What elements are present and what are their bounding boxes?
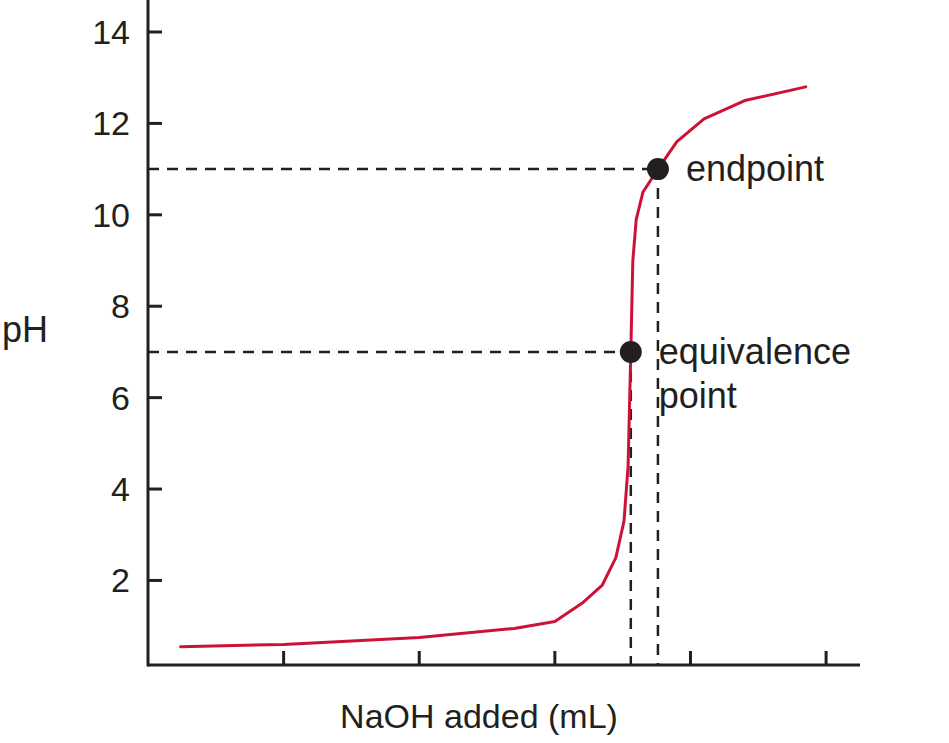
y-tick-label: 12: [92, 104, 130, 142]
y-tick: [148, 579, 162, 582]
y-tick-label: 4: [111, 470, 130, 508]
y-axis-label: pH: [2, 309, 48, 350]
annotation-point: [620, 341, 642, 363]
y-tick: [148, 30, 162, 33]
x-tick: [689, 651, 692, 665]
y-tick: [148, 122, 162, 125]
x-tick: [418, 651, 421, 665]
y-tick-label: 6: [111, 379, 130, 417]
annotation-line: endpoint: [686, 148, 824, 189]
y-tick: [148, 305, 162, 308]
x-tick: [553, 651, 556, 665]
y-tick-label: 8: [111, 287, 130, 325]
guide-h: [148, 351, 631, 354]
y-tick: [148, 396, 162, 399]
x-axis: [148, 664, 860, 667]
guide-v: [657, 169, 660, 665]
y-tick: [148, 213, 162, 216]
chart: 2 4 6 8 10 12 14 NaOH added (mL) pH endpoint equiv…: [0, 0, 949, 743]
y-axis: [147, 0, 150, 667]
annotation-label: equivalencepoint: [659, 331, 851, 416]
y-tick-label: 10: [92, 196, 130, 234]
y-tick-label: 14: [92, 13, 130, 51]
annotation-point: [647, 158, 669, 180]
x-axis-label: NaOH added (mL): [340, 697, 618, 735]
guide-h: [148, 168, 658, 171]
annotation-line: point: [659, 375, 737, 416]
annotation-label: endpoint: [686, 148, 824, 189]
annotation-line: equivalence: [659, 331, 851, 372]
y-tick-label: 2: [111, 561, 130, 599]
x-tick: [825, 651, 828, 665]
x-tick: [282, 651, 285, 665]
y-tick: [148, 488, 162, 491]
